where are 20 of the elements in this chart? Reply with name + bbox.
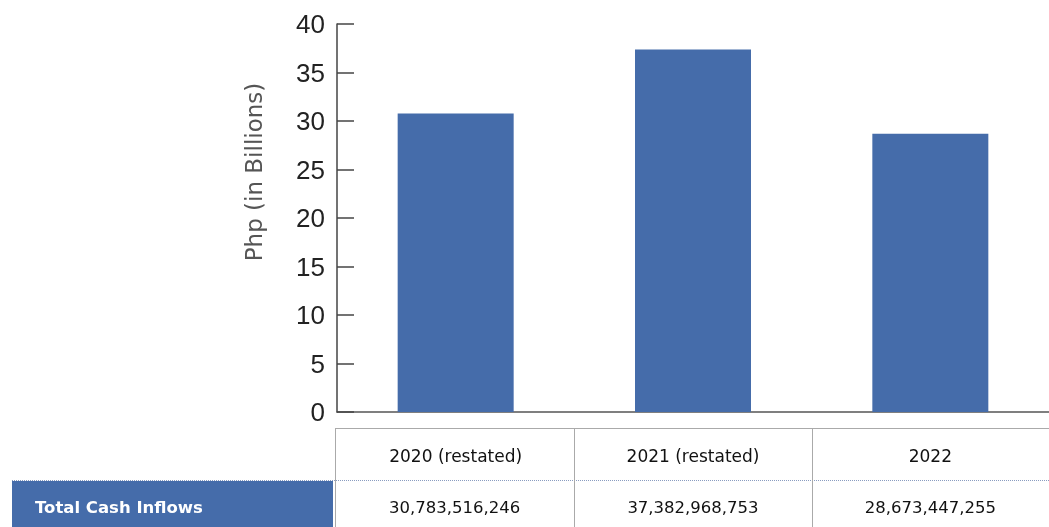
x-tick-label: 2022 [908, 445, 952, 466]
bar [635, 49, 751, 412]
y-tick-label: 10 [296, 300, 325, 330]
y-tick-label: 0 [310, 397, 325, 427]
y-tick-label: 30 [296, 106, 325, 136]
y-tick-label: 35 [296, 57, 325, 88]
y-tick-label: 20 [296, 203, 325, 233]
row-header-cell: Total Cash Inflows [12, 481, 333, 527]
text: 30,783,516,246 [389, 497, 521, 517]
y-tick-label: 5 [310, 348, 325, 379]
y-axis-title: Php (in Billions) [240, 82, 267, 262]
x-tick-label: 2021 (restated) [626, 445, 760, 466]
bar [872, 133, 989, 412]
y-tick-label: 40 [296, 9, 325, 39]
text: 37,382,968,753 [627, 497, 759, 517]
text: 28,673,447,255 [864, 497, 996, 517]
x-tick-label: 2020 (restated) [389, 445, 523, 466]
y-tick-label: 15 [296, 251, 325, 282]
bar [397, 113, 514, 412]
y-tick-label: 25 [296, 154, 325, 185]
